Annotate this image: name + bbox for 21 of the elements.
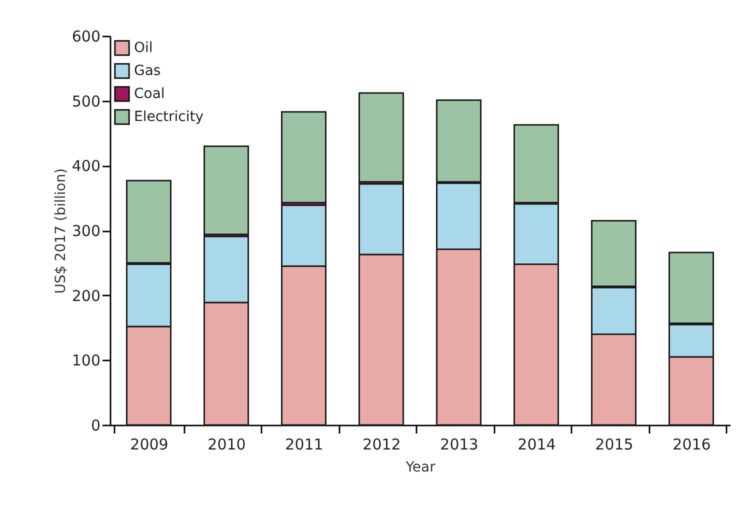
- y-axis-title: US$ 2017 (billion): [52, 168, 69, 294]
- x-tick-label: 2014: [518, 436, 556, 454]
- x-tick-label: 2011: [285, 436, 324, 454]
- x-tick-label: 2016: [672, 436, 711, 454]
- legend-label: Gas: [134, 63, 161, 79]
- y-tick-label: 600: [72, 28, 100, 46]
- legend-label: Oil: [134, 40, 153, 56]
- y-tick-label: 400: [72, 157, 100, 176]
- y-tick-label: 500: [72, 92, 100, 110]
- y-tick-label: 100: [72, 352, 100, 370]
- legend-label: Coal: [134, 86, 165, 102]
- legend-label: Electricity: [134, 109, 204, 125]
- y-tick-label: 300: [72, 222, 100, 240]
- x-tick-label: 2015: [595, 436, 634, 454]
- x-tick-label: 2013: [440, 436, 478, 454]
- x-tick-label: 2009: [130, 436, 168, 454]
- x-tick-label: 2012: [362, 436, 401, 454]
- y-tick-label: 0: [90, 416, 100, 434]
- x-axis-title: Year: [404, 460, 436, 476]
- y-tick-label: 200: [72, 286, 100, 305]
- x-tick-label: 2010: [208, 436, 246, 454]
